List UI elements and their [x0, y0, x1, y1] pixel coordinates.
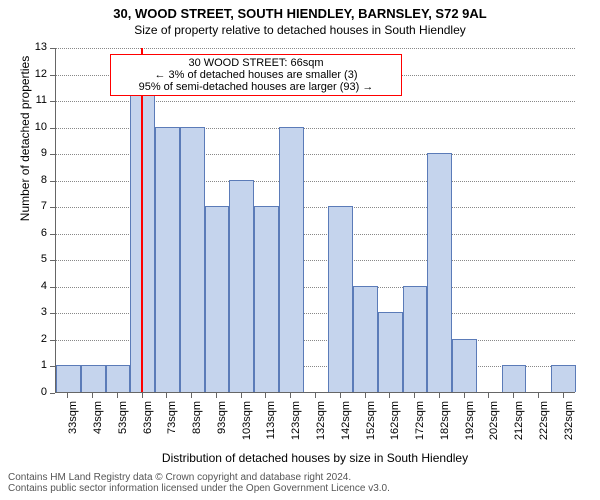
histogram-bar — [378, 312, 403, 392]
ytick-mark — [50, 128, 55, 129]
ytick-label: 9 — [27, 147, 47, 159]
histogram-bar — [328, 206, 353, 392]
histogram-bar — [551, 365, 576, 392]
gridline — [56, 48, 575, 49]
xtick-mark — [365, 393, 366, 398]
xtick-mark — [315, 393, 316, 398]
ytick-label: 5 — [27, 253, 47, 265]
xtick-label: 192sqm — [464, 401, 476, 451]
xtick-mark — [265, 393, 266, 398]
histogram-bar — [205, 206, 230, 392]
xtick-label: 152sqm — [365, 401, 377, 451]
ytick-mark — [50, 234, 55, 235]
histogram-bar — [106, 365, 131, 392]
ytick-mark — [50, 207, 55, 208]
ytick-mark — [50, 287, 55, 288]
xtick-label: 113sqm — [265, 401, 277, 451]
ytick-label: 10 — [27, 121, 47, 133]
xtick-mark — [166, 393, 167, 398]
xtick-mark — [340, 393, 341, 398]
ytick-mark — [50, 313, 55, 314]
xtick-label: 93sqm — [216, 401, 228, 451]
xtick-label: 73sqm — [166, 401, 178, 451]
ytick-mark — [50, 181, 55, 182]
ytick-label: 0 — [27, 386, 47, 398]
xtick-label: 33sqm — [67, 401, 79, 451]
xtick-mark — [563, 393, 564, 398]
x-axis-title: Distribution of detached houses by size … — [55, 451, 575, 465]
footer-attribution: Contains HM Land Registry data © Crown c… — [8, 472, 390, 494]
xtick-label: 212sqm — [513, 401, 525, 451]
xtick-mark — [488, 393, 489, 398]
xtick-label: 222sqm — [538, 401, 550, 451]
ytick-label: 4 — [27, 280, 47, 292]
xtick-mark — [538, 393, 539, 398]
xtick-label: 142sqm — [340, 401, 352, 451]
callout-line-0: 30 WOOD STREET: 66sqm — [115, 57, 397, 69]
xtick-label: 202sqm — [488, 401, 500, 451]
ytick-mark — [50, 340, 55, 341]
plot-region — [55, 48, 575, 393]
reference-marker-line — [141, 48, 143, 392]
xtick-label: 132sqm — [315, 401, 327, 451]
xtick-label: 123sqm — [290, 401, 302, 451]
callout-line-1: ← 3% of detached houses are smaller (3) — [115, 69, 397, 81]
ytick-label: 3 — [27, 306, 47, 318]
histogram-bar — [403, 286, 428, 392]
ytick-label: 11 — [27, 94, 47, 106]
ytick-label: 2 — [27, 333, 47, 345]
callout-box: 30 WOOD STREET: 66sqm← 3% of detached ho… — [110, 54, 402, 96]
histogram-bar — [180, 127, 205, 392]
ytick-label: 12 — [27, 68, 47, 80]
histogram-bar — [229, 180, 254, 392]
histogram-bar — [279, 127, 304, 392]
histogram-bar — [81, 365, 106, 392]
xtick-label: 182sqm — [439, 401, 451, 451]
xtick-label: 43sqm — [92, 401, 104, 451]
xtick-mark — [92, 393, 93, 398]
xtick-label: 63sqm — [142, 401, 154, 451]
ytick-label: 13 — [27, 41, 47, 53]
xtick-mark — [513, 393, 514, 398]
xtick-mark — [389, 393, 390, 398]
xtick-mark — [290, 393, 291, 398]
ytick-mark — [50, 48, 55, 49]
xtick-mark — [414, 393, 415, 398]
ytick-mark — [50, 366, 55, 367]
xtick-mark — [67, 393, 68, 398]
histogram-bar — [427, 153, 452, 392]
ytick-mark — [50, 393, 55, 394]
xtick-mark — [142, 393, 143, 398]
xtick-label: 53sqm — [117, 401, 129, 451]
ytick-label: 7 — [27, 200, 47, 212]
footer-line1: Contains HM Land Registry data © Crown c… — [8, 472, 390, 483]
xtick-label: 103sqm — [241, 401, 253, 451]
footer-line2: Contains public sector information licen… — [8, 483, 390, 494]
xtick-mark — [216, 393, 217, 398]
xtick-mark — [117, 393, 118, 398]
ytick-mark — [50, 75, 55, 76]
histogram-bar — [353, 286, 378, 392]
xtick-mark — [439, 393, 440, 398]
callout-line-2: 95% of semi-detached houses are larger (… — [115, 81, 397, 93]
xtick-label: 83sqm — [191, 401, 203, 451]
ytick-label: 8 — [27, 174, 47, 186]
xtick-mark — [464, 393, 465, 398]
histogram-bar — [452, 339, 477, 392]
xtick-mark — [191, 393, 192, 398]
histogram-bar — [56, 365, 81, 392]
ytick-mark — [50, 260, 55, 261]
xtick-mark — [241, 393, 242, 398]
histogram-bar — [155, 127, 180, 392]
xtick-label: 172sqm — [414, 401, 426, 451]
histogram-bar — [254, 206, 279, 392]
xtick-label: 232sqm — [563, 401, 575, 451]
histogram-bar — [502, 365, 527, 392]
ytick-mark — [50, 154, 55, 155]
ytick-mark — [50, 101, 55, 102]
ytick-label: 6 — [27, 227, 47, 239]
ytick-label: 1 — [27, 359, 47, 371]
xtick-label: 162sqm — [389, 401, 401, 451]
